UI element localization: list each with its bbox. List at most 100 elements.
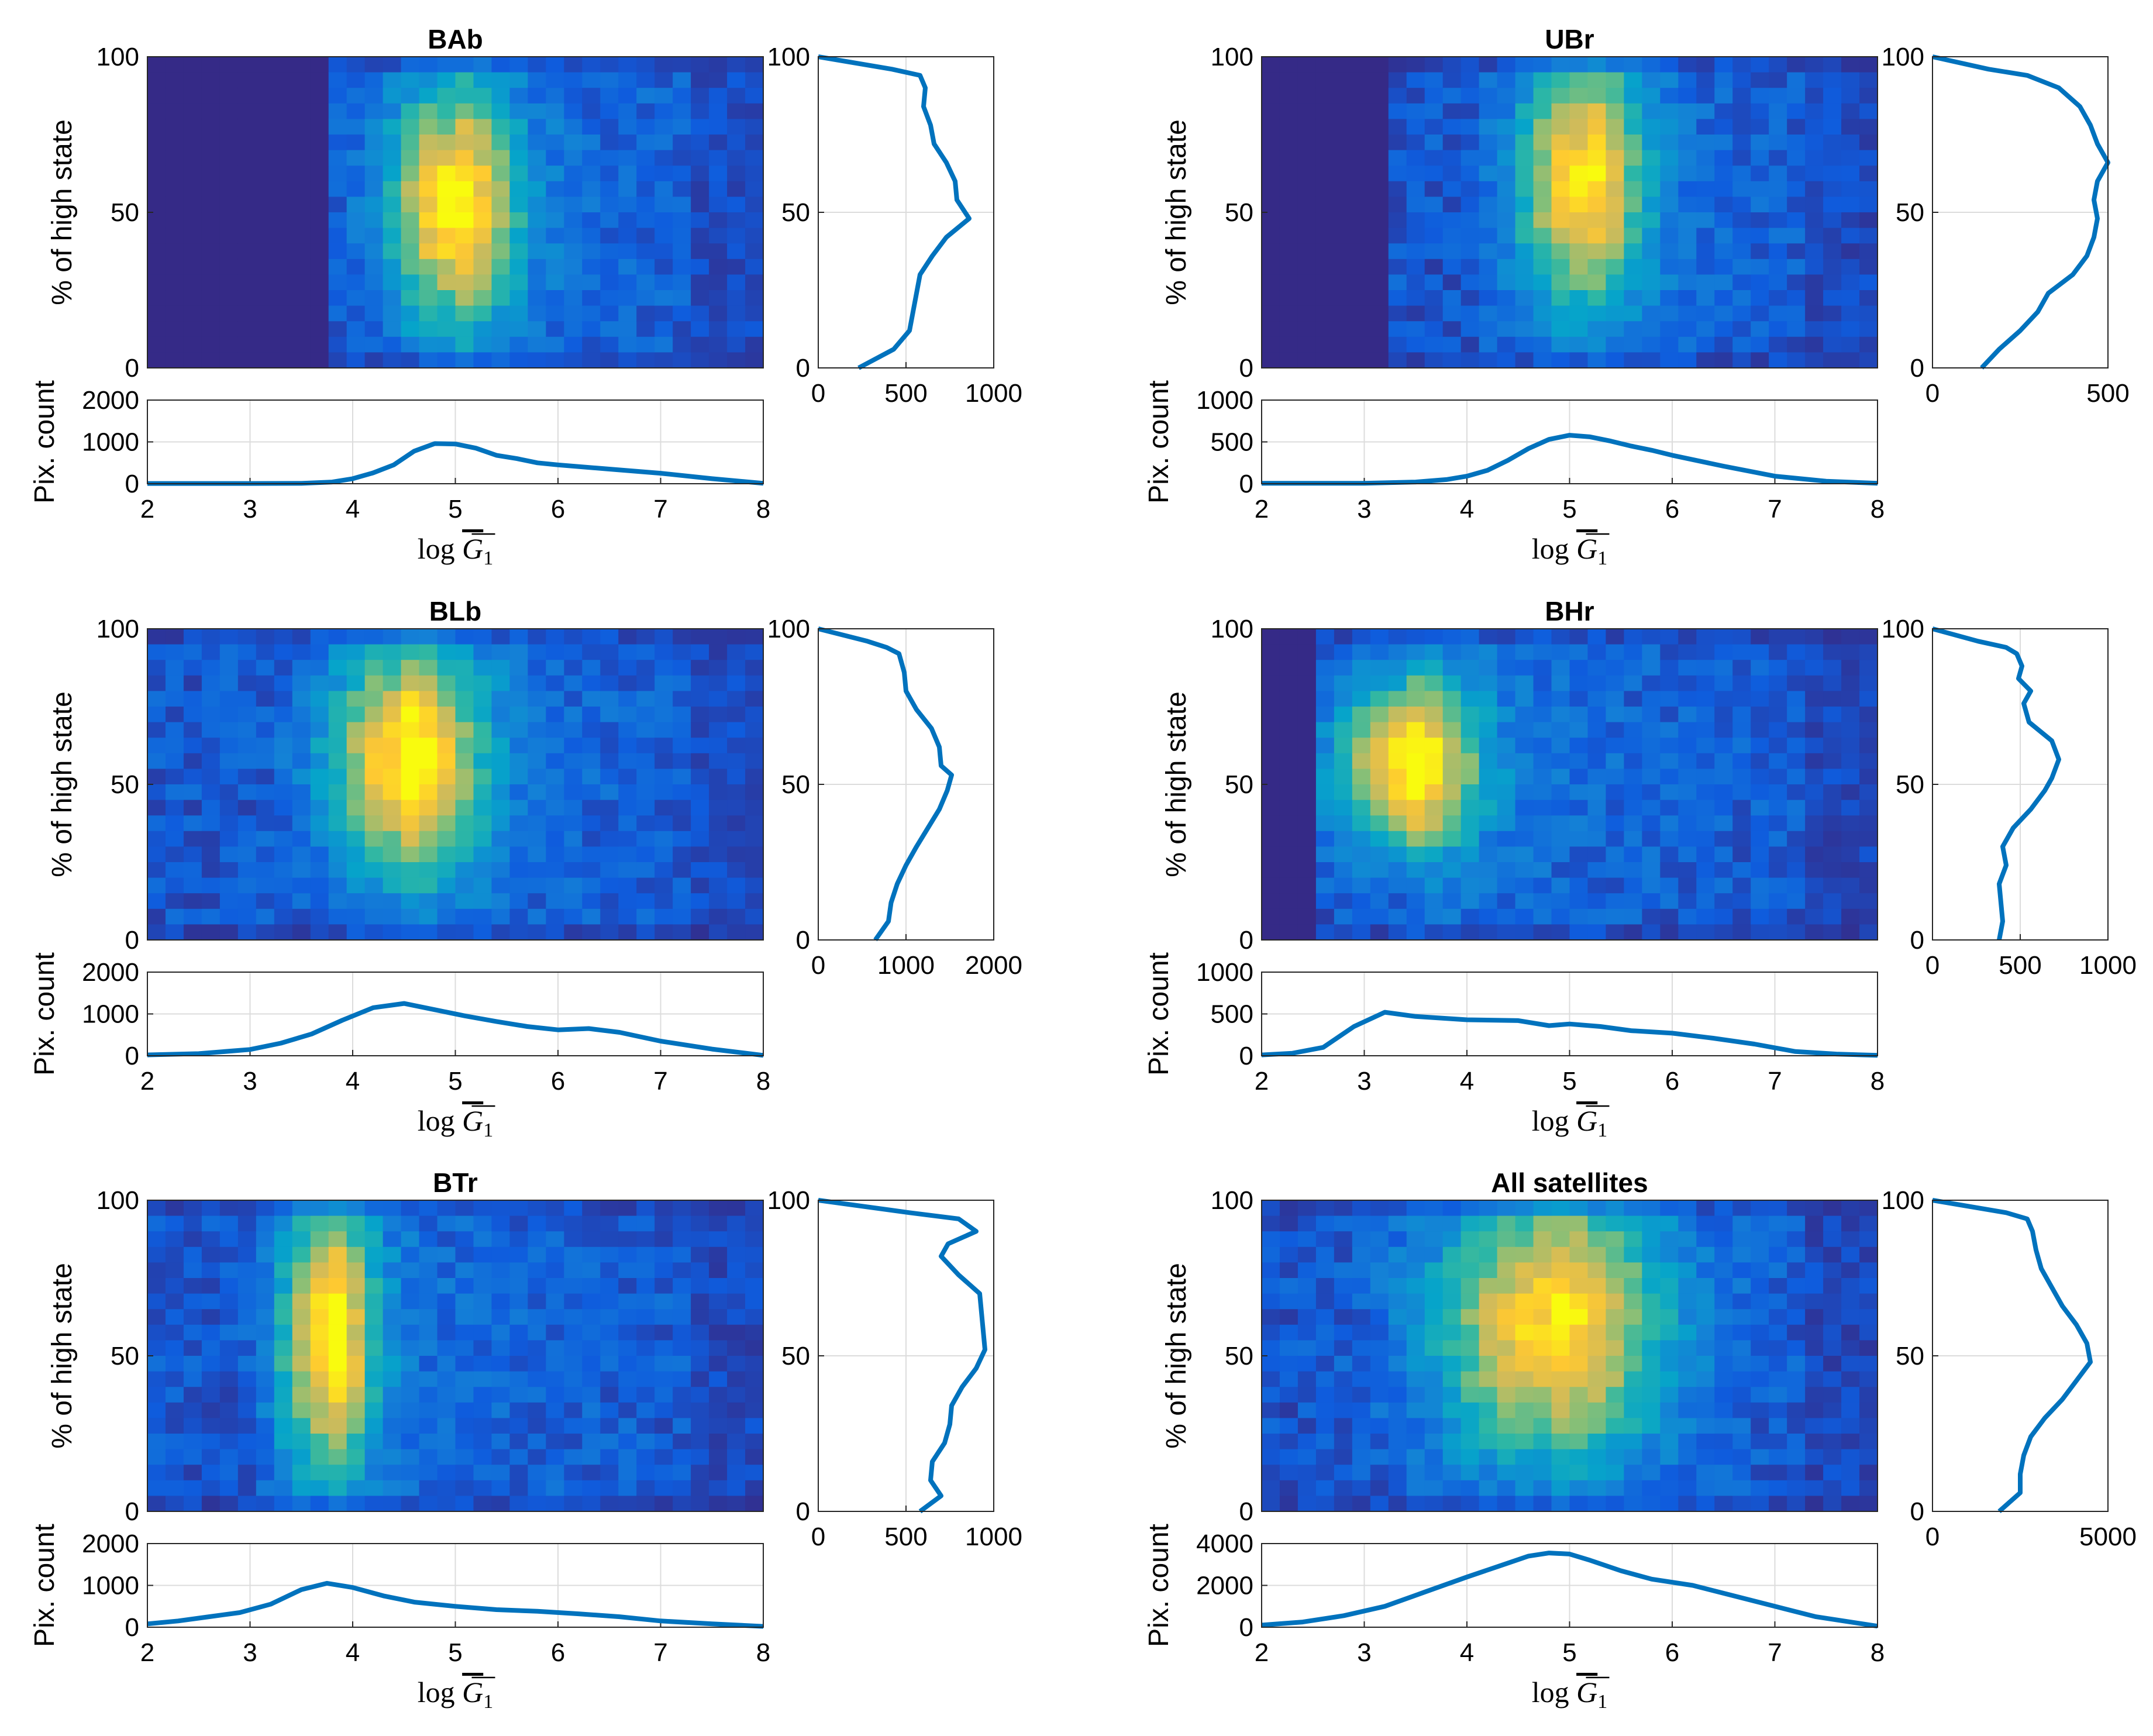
heatmap-cell xyxy=(1279,321,1298,337)
heatmap-cell xyxy=(1279,259,1298,275)
heatmap-cell xyxy=(183,228,202,244)
heatmap-cell xyxy=(600,274,619,291)
heatmap-cell xyxy=(1479,228,1498,244)
heatmap-cell xyxy=(600,1402,619,1418)
heatmap-cell xyxy=(1823,1434,1842,1450)
heatmap-cell xyxy=(219,274,239,291)
heatmap-cell xyxy=(1424,893,1444,910)
heatmap-cell xyxy=(1859,88,1878,104)
heatmap-cell xyxy=(691,1262,709,1279)
heatmap-cell xyxy=(1406,769,1425,785)
heatmap-cell xyxy=(455,321,474,337)
heatmap-cell xyxy=(1732,197,1751,213)
heatmap-cell xyxy=(1751,862,1769,879)
heatmap-cell xyxy=(1732,1387,1751,1403)
heatmap-cell xyxy=(1569,1418,1589,1434)
heatmap-cell xyxy=(437,1246,456,1263)
heatmap-cell xyxy=(1442,769,1462,785)
heatmap-cell xyxy=(1334,1402,1353,1418)
heatmap-cell xyxy=(1769,629,1787,645)
heatmap-cell xyxy=(636,1496,655,1512)
heatmap-cell xyxy=(473,846,492,863)
heatmap-cell xyxy=(419,305,438,322)
heatmap-cell xyxy=(1624,290,1642,306)
heatmap-cell xyxy=(1497,352,1516,368)
heatmap-cell xyxy=(201,1496,221,1512)
heatmap-cell xyxy=(419,1293,438,1310)
heatmap-cell xyxy=(274,1449,293,1465)
heatmap-cell xyxy=(256,305,275,322)
heatmap-cell xyxy=(1460,305,1480,322)
heatmap-cell xyxy=(1805,831,1824,847)
heatmap-cell xyxy=(1352,800,1371,816)
heatmap-cell xyxy=(1642,1480,1661,1496)
heatmap-cell xyxy=(673,1434,691,1450)
heatmap-cell xyxy=(745,815,764,832)
heatmap-cell xyxy=(1370,88,1389,104)
heatmap-cell xyxy=(1370,1371,1389,1387)
heatmap-cell xyxy=(401,1246,420,1263)
heatmap-cell xyxy=(1424,753,1444,769)
heatmap-cell xyxy=(1497,212,1516,229)
heatmap-cell xyxy=(1406,1418,1425,1434)
heatmap-cell xyxy=(1370,321,1389,337)
heatmap-cell xyxy=(183,1465,202,1481)
heatmap-cell xyxy=(1787,150,1806,166)
heatmap-cell xyxy=(346,1449,366,1465)
heatmap-cell xyxy=(691,1371,709,1387)
heatmap-cell xyxy=(1696,274,1715,291)
heatmap-cell xyxy=(274,1371,293,1387)
heatmap-cell xyxy=(1388,1480,1407,1496)
heatmap-cell xyxy=(219,1293,239,1310)
heatmap-cell xyxy=(473,1324,492,1341)
hist-xtick-label: 5 xyxy=(448,1067,462,1096)
heatmap-cell xyxy=(1424,707,1444,723)
heatmap-cell xyxy=(1279,1215,1298,1232)
heatmap-cell xyxy=(727,321,746,337)
heatmap-cell xyxy=(1424,722,1444,738)
heatmap-cell xyxy=(1388,1215,1407,1232)
heatmap-cell xyxy=(237,877,257,894)
heatmap-cell xyxy=(1533,243,1552,260)
heatmap-cell xyxy=(1424,1293,1444,1310)
heatmap-cell xyxy=(201,862,221,879)
heatmap-cell xyxy=(274,1246,293,1263)
heatmap-cell xyxy=(673,1278,691,1294)
heatmap-cell xyxy=(1370,1434,1389,1450)
heatmap-cell xyxy=(600,150,619,166)
heatmap-cell xyxy=(219,336,239,353)
heatmap-cell xyxy=(1424,815,1444,832)
heatmap-cell xyxy=(1624,352,1642,368)
heatmap-cell xyxy=(1315,862,1335,879)
heatmap-cell xyxy=(1841,305,1860,322)
heatmap-cell xyxy=(219,862,239,879)
heatmap-cell xyxy=(1460,212,1480,229)
heatmap-cell xyxy=(1587,243,1607,260)
heatmap-cell xyxy=(546,675,564,691)
heatmap-cell xyxy=(1297,1465,1317,1481)
heatmap-cell xyxy=(183,846,202,863)
heatmap-cell xyxy=(1279,908,1298,925)
heatmap-cell xyxy=(1859,1418,1878,1434)
heatmap-cell xyxy=(745,212,764,229)
heatmap-cell xyxy=(709,815,728,832)
heatmap-cell xyxy=(1352,1246,1371,1263)
heatmap-cell xyxy=(274,722,293,738)
heatmap-cell xyxy=(1370,1496,1389,1512)
heatmap-cell xyxy=(419,1324,438,1341)
heatmap-cell xyxy=(419,212,438,229)
heatmap-cell xyxy=(1406,119,1425,135)
heatmap-cell xyxy=(1642,753,1661,769)
heatmap-cell xyxy=(618,707,637,723)
heatmap-cell xyxy=(745,660,764,676)
heatmap-cell xyxy=(1297,660,1317,676)
heatmap-cell xyxy=(1297,305,1317,322)
heatmap-cell xyxy=(654,1278,673,1294)
heatmap-cell xyxy=(473,660,492,676)
heatmap-cell xyxy=(1334,1231,1353,1248)
heatmap-cell xyxy=(1262,1246,1280,1263)
heatmap-cell xyxy=(600,675,619,691)
heatmap-cell xyxy=(727,1387,746,1403)
heatmap-cell xyxy=(727,1309,746,1325)
heatmap-cell xyxy=(183,166,202,182)
